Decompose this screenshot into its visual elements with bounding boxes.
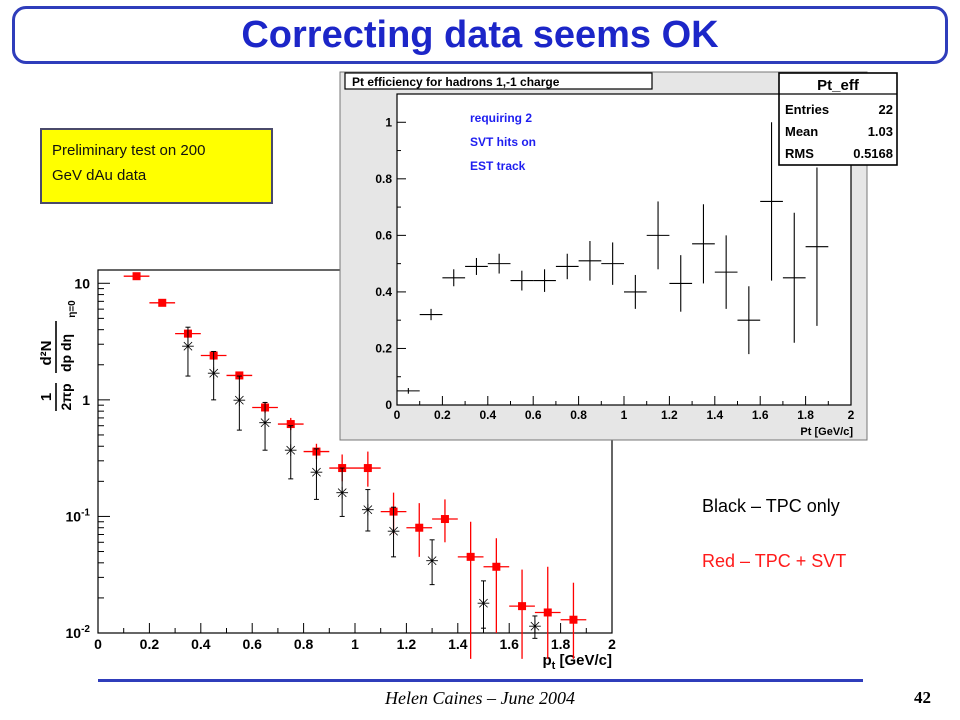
spectrum-black-point: ✳ [335, 486, 348, 503]
spectrum-red-point [363, 464, 372, 473]
efficiency-y-tick-label: 0.8 [375, 172, 392, 186]
spectrum-black-point: ✳ [477, 596, 490, 613]
legend-black-label: Black – TPC only [702, 496, 840, 516]
efficiency-x-tick-label: 0.4 [479, 408, 496, 422]
spectrum-x-tick-label: 1.8 [551, 636, 571, 652]
slide-title: Correcting data seems OK [241, 13, 719, 56]
spectrum-red-point [132, 272, 141, 281]
spectrum-red-point [466, 552, 475, 561]
efficiency-annotation-line-3: EST track [470, 159, 526, 173]
spectrum-black-point: ✳ [387, 524, 400, 541]
footer-text: Helen Caines – June 2004 [385, 688, 575, 708]
spectrum-y-title-denominator-1: 2πp [58, 383, 74, 410]
spectrum-x-tick-label: 1.4 [448, 636, 468, 652]
spectrum-y-tick-label: 10 [74, 275, 90, 291]
footer-divider [98, 679, 863, 682]
spectrum-x-tick-label: 0.4 [191, 636, 211, 652]
spectrum-y-tick-label: 10-1 [66, 507, 91, 524]
efficiency-stats-label: Entries [785, 102, 829, 117]
spectrum-red-point [543, 608, 552, 617]
spectrum-y-tick-label: 10-2 [66, 624, 91, 641]
spectrum-y-tick-label: 1 [82, 392, 90, 408]
efficiency-stats-value: 0.5168 [853, 146, 893, 161]
efficiency-x-tick-label: 0.6 [525, 408, 542, 422]
efficiency-title: Pt efficiency for hadrons 1,-1 charge [352, 75, 560, 89]
spectrum-black-point: ✳ [233, 393, 246, 410]
efficiency-x-tick-label: 2 [848, 408, 855, 422]
efficiency-x-tick-label: 0 [394, 408, 401, 422]
efficiency-x-tick-label: 0.8 [570, 408, 587, 422]
spectrum-black-point: ✳ [207, 366, 220, 383]
efficiency-title-box [344, 72, 653, 90]
efficiency-stats-name: Pt_eff [817, 77, 860, 94]
note-box: Preliminary test on 200 GeV dAu data [40, 128, 273, 204]
efficiency-plot-frame [396, 93, 852, 406]
title-box: Correcting data seems OK [12, 6, 948, 64]
efficiency-annotation-line-1: requiring 2 [470, 111, 532, 125]
spectrum-red-point [415, 523, 424, 532]
spectrum-x-tick-label: 2 [608, 636, 616, 652]
spectrum-x-tick-label: 1.2 [397, 636, 417, 652]
note-line-2: GeV dAu data [52, 167, 147, 184]
efficiency-y-tick-label: 0.6 [375, 228, 392, 242]
spectrum-red-point [440, 515, 449, 524]
note-line-1: Preliminary test on 200 [52, 142, 206, 159]
efficiency-x-tick-label: 1.2 [661, 408, 678, 422]
spectrum-x-tick-label: 0.2 [140, 636, 160, 652]
spectrum-x-tick-label: 1 [351, 636, 359, 652]
efficiency-annotation-line-2: SVT hits on [470, 135, 536, 149]
spectrum-x-axis-title: pt [GeV/c] [542, 652, 612, 672]
spectrum-y-title-denominator-2: dp dη [58, 334, 74, 372]
spectrum-red-point [235, 371, 244, 380]
efficiency-y-tick-label: 0 [385, 398, 392, 412]
efficiency-y-tick-label: 0.4 [375, 285, 392, 299]
spectrum-x-tick-label: 1.6 [499, 636, 519, 652]
spectrum-x-tick-label: 0.6 [242, 636, 262, 652]
efficiency-stats-label: Mean [785, 124, 818, 139]
spectrum-y-title-numerator-2: d²N [38, 341, 55, 366]
spectrum-red-point [518, 602, 527, 611]
spectrum-black-point: ✳ [361, 502, 374, 519]
efficiency-x-tick-label: 0.2 [434, 408, 451, 422]
spectrum-red-point [492, 562, 501, 571]
spectrum-black-point: ✳ [425, 553, 438, 570]
spectrum-red-point [158, 298, 167, 307]
spectrum-y-axis-title: 1 2πp d²N dp dη η=0 [38, 300, 78, 411]
spectrum-black-point: ✳ [258, 415, 271, 432]
spectrum-red-point [286, 420, 295, 429]
spectrum-x-tick-label: 0 [94, 636, 102, 652]
efficiency-stats-value: 22 [879, 102, 893, 117]
efficiency-x-tick-label: 1 [621, 408, 628, 422]
spectrum-y-title-subscript: η=0 [67, 300, 78, 318]
efficiency-y-tick-label: 0.2 [375, 341, 392, 355]
spectrum-black-point: ✳ [310, 465, 323, 482]
spectrum-red-point [569, 615, 578, 624]
efficiency-stats-box [778, 72, 898, 166]
spectrum-black-point: ✳ [528, 619, 541, 636]
efficiency-stats-value: 1.03 [868, 124, 893, 139]
efficiency-x-axis-title: Pt [GeV/c] [800, 426, 853, 438]
efficiency-y-tick-label: 1 [385, 115, 392, 129]
slide-number: 42 [914, 688, 931, 707]
spectrum-y-title-numerator-1: 1 [38, 393, 55, 401]
efficiency-stats-label: RMS [785, 146, 814, 161]
efficiency-x-tick-label: 1.8 [797, 408, 814, 422]
spectrum-black-point: ✳ [284, 443, 297, 460]
legend-red-label: Red – TPC + SVT [702, 551, 847, 571]
spectrum-x-tick-label: 0.8 [294, 636, 314, 652]
efficiency-x-tick-label: 1.4 [706, 408, 723, 422]
spectrum-black-point: ✳ [181, 339, 194, 356]
efficiency-x-tick-label: 1.6 [752, 408, 769, 422]
